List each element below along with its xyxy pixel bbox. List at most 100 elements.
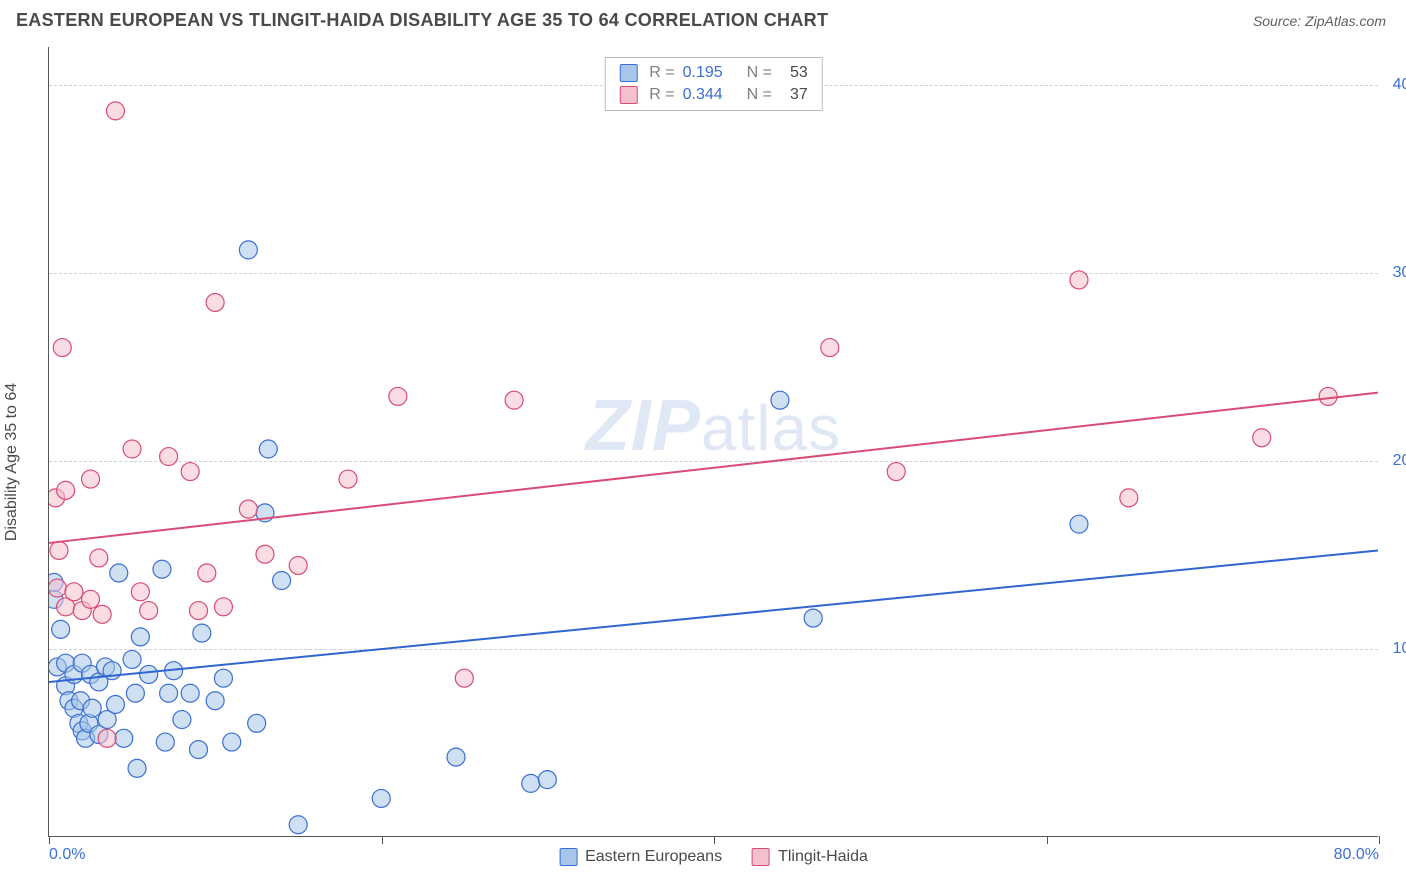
data-point	[259, 440, 277, 458]
data-point	[193, 624, 211, 642]
n-label: N =	[747, 64, 772, 82]
data-point	[110, 564, 128, 582]
r-label: R =	[649, 64, 674, 82]
data-point	[389, 387, 407, 405]
data-point	[160, 684, 178, 702]
xtick	[714, 836, 715, 844]
data-point	[339, 470, 357, 488]
data-point	[52, 620, 70, 638]
data-point	[198, 564, 216, 582]
data-point	[181, 684, 199, 702]
data-point	[1070, 271, 1088, 289]
chart-source: Source: ZipAtlas.com	[1253, 13, 1386, 29]
data-point	[90, 549, 108, 567]
data-point	[160, 448, 178, 466]
data-point	[248, 714, 266, 732]
chart-title: EASTERN EUROPEAN VS TLINGIT-HAIDA DISABI…	[16, 10, 828, 31]
data-point	[190, 741, 208, 759]
data-point	[447, 748, 465, 766]
data-point	[153, 560, 171, 578]
stats-row-series-1: R = 0.344 N = 37	[619, 84, 807, 106]
data-point	[115, 729, 133, 747]
data-point	[106, 696, 124, 714]
y-axis-label: Disability Age 35 to 64	[3, 383, 21, 541]
n-value-1: 37	[790, 86, 808, 104]
data-point	[239, 500, 257, 518]
data-point	[1070, 515, 1088, 533]
data-point	[190, 602, 208, 620]
legend-item-1: Tlingit-Haida	[752, 848, 868, 866]
data-point	[1120, 489, 1138, 507]
data-point	[804, 609, 822, 627]
swatch-series-0	[619, 64, 637, 82]
data-point	[140, 602, 158, 620]
data-point	[173, 711, 191, 729]
data-point	[289, 556, 307, 574]
data-point	[538, 771, 556, 789]
data-point	[65, 583, 83, 601]
n-value-0: 53	[790, 64, 808, 82]
plot-area: ZIPatlas R = 0.195 N = 53 R = 0.344 N = …	[48, 47, 1378, 837]
xtick-label: 0.0%	[49, 846, 85, 864]
chart-header: EASTERN EUROPEAN VS TLINGIT-HAIDA DISABI…	[0, 0, 1406, 37]
trend-line	[49, 550, 1378, 682]
data-point	[53, 339, 71, 357]
ytick-label: 30.0%	[1383, 264, 1406, 282]
data-point	[372, 789, 390, 807]
data-point	[128, 759, 146, 777]
data-point	[455, 669, 473, 687]
ytick-label: 40.0%	[1383, 76, 1406, 94]
data-point	[106, 102, 124, 120]
data-point	[131, 628, 149, 646]
swatch-series-1	[619, 86, 637, 104]
data-point	[82, 590, 100, 608]
bottom-legend: Eastern Europeans Tlingit-Haida	[559, 848, 868, 866]
data-point	[522, 774, 540, 792]
data-point	[181, 463, 199, 481]
data-point	[505, 391, 523, 409]
data-point	[140, 665, 158, 683]
xtick-label: 80.0%	[1334, 846, 1379, 864]
legend-label-0: Eastern Europeans	[585, 848, 722, 866]
ytick-label: 20.0%	[1383, 452, 1406, 470]
r-value-1: 0.344	[683, 86, 735, 104]
data-point	[49, 579, 66, 597]
data-point	[771, 391, 789, 409]
trend-line	[49, 393, 1378, 543]
legend-item-0: Eastern Europeans	[559, 848, 722, 866]
data-point	[214, 598, 232, 616]
data-point	[93, 605, 111, 623]
plot-svg	[49, 47, 1378, 836]
data-point	[239, 241, 257, 259]
data-point	[123, 440, 141, 458]
ytick-label: 10.0%	[1383, 640, 1406, 658]
r-label: R =	[649, 86, 674, 104]
data-point	[289, 816, 307, 834]
data-point	[256, 545, 274, 563]
data-point	[223, 733, 241, 751]
xtick	[49, 836, 50, 844]
data-point	[206, 692, 224, 710]
xtick	[382, 836, 383, 844]
data-point	[82, 470, 100, 488]
data-point	[98, 729, 116, 747]
data-point	[206, 293, 224, 311]
legend-label-1: Tlingit-Haida	[778, 848, 868, 866]
data-point	[214, 669, 232, 687]
data-point	[156, 733, 174, 751]
stats-row-series-0: R = 0.195 N = 53	[619, 62, 807, 84]
xtick	[1379, 836, 1380, 844]
data-point	[131, 583, 149, 601]
xtick	[1047, 836, 1048, 844]
data-point	[821, 339, 839, 357]
data-point	[1253, 429, 1271, 447]
legend-swatch-1	[752, 848, 770, 866]
data-point	[83, 699, 101, 717]
legend-swatch-0	[559, 848, 577, 866]
data-point	[57, 481, 75, 499]
data-point	[126, 684, 144, 702]
data-point	[50, 541, 68, 559]
r-value-0: 0.195	[683, 64, 735, 82]
chart-container: Disability Age 35 to 64 ZIPatlas R = 0.1…	[0, 37, 1406, 887]
n-label: N =	[747, 86, 772, 104]
